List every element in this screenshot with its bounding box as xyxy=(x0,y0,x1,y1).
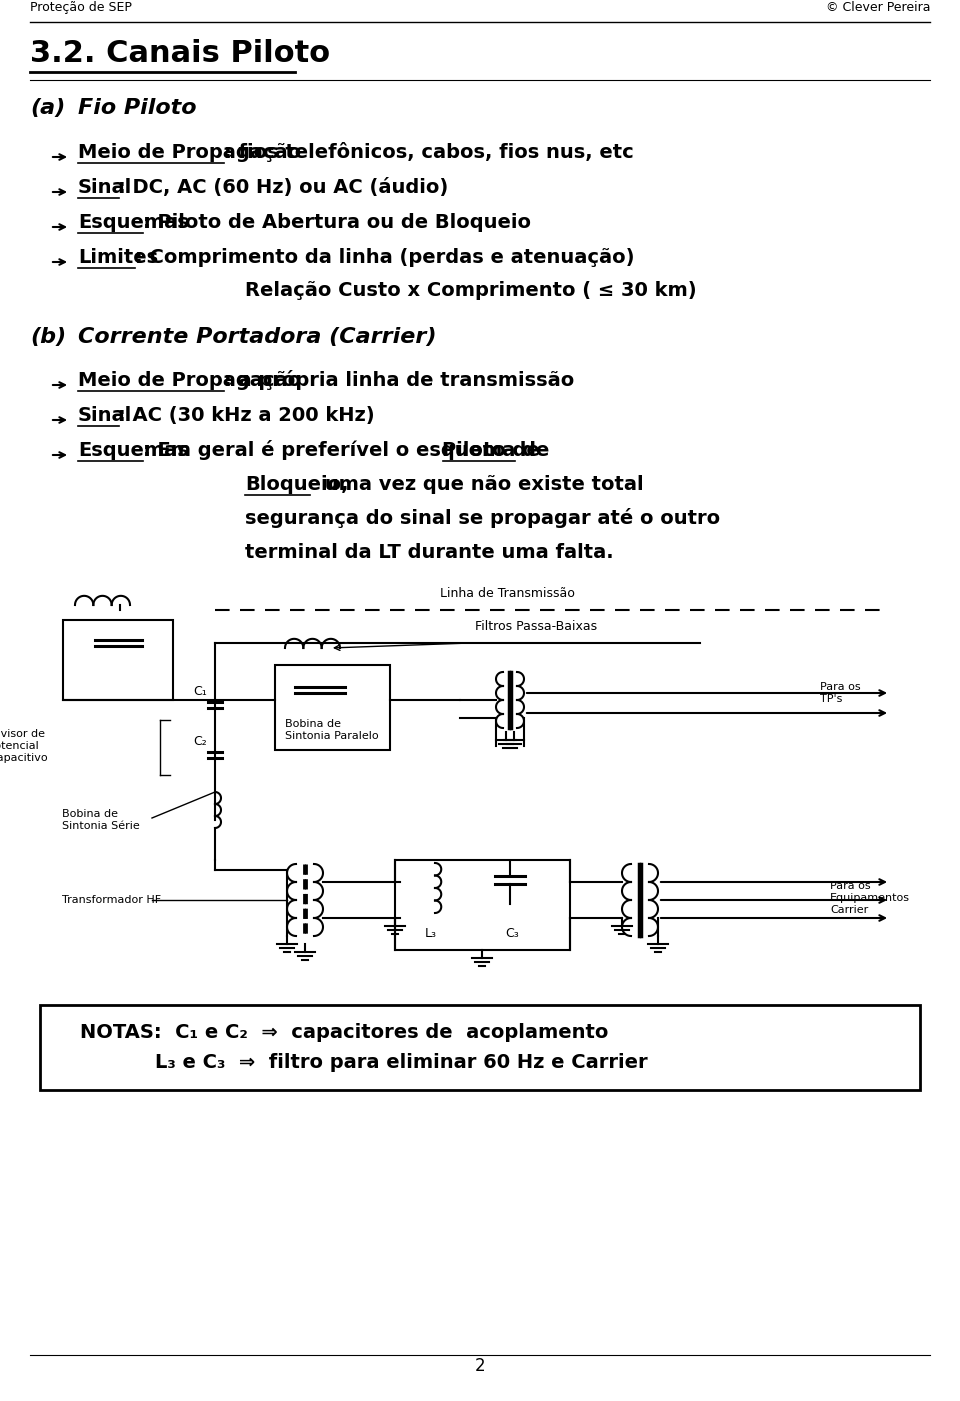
Text: (b): (b) xyxy=(30,326,66,347)
Text: Meio de Propagação: Meio de Propagação xyxy=(78,143,301,163)
Bar xyxy=(275,665,390,750)
Text: terminal da LT durante uma falta.: terminal da LT durante uma falta. xyxy=(245,544,613,562)
Text: L₃: L₃ xyxy=(425,927,437,940)
Text: Transformador HF: Transformador HF xyxy=(62,895,161,905)
Text: L₃ e C₃  ⇒  filtro para eliminar 60 Hz e Carrier: L₃ e C₃ ⇒ filtro para eliminar 60 Hz e C… xyxy=(155,1054,648,1072)
Text: Fio Piloto: Fio Piloto xyxy=(78,98,197,118)
Text: Meio de Propagação: Meio de Propagação xyxy=(78,371,301,389)
Text: uma vez que não existe total: uma vez que não existe total xyxy=(318,475,643,495)
Text: © Clever Pereira: © Clever Pereira xyxy=(826,1,930,14)
Text: Sinal: Sinal xyxy=(78,406,132,425)
Text: NOTAS:  C₁ e C₂  ⇒  capacitores de  acoplamento: NOTAS: C₁ e C₂ ⇒ capacitores de acoplame… xyxy=(80,1023,609,1042)
Text: : AC (30 kHz a 200 kHz): : AC (30 kHz a 200 kHz) xyxy=(118,406,375,425)
Text: Piloto de: Piloto de xyxy=(443,441,540,460)
Text: : fios telefônicos, cabos, fios nus, etc: : fios telefônicos, cabos, fios nus, etc xyxy=(224,143,634,163)
Text: (a): (a) xyxy=(30,98,65,118)
Text: : a própria linha de transmissão: : a própria linha de transmissão xyxy=(224,370,574,389)
Bar xyxy=(395,860,570,950)
Text: : Comprimento da linha (perdas e atenuação): : Comprimento da linha (perdas e atenuaç… xyxy=(134,248,635,268)
Text: 2: 2 xyxy=(474,1358,486,1374)
Text: Relação Custo x Comprimento ( ≤ 30 km): Relação Custo x Comprimento ( ≤ 30 km) xyxy=(245,282,697,300)
Text: Bloqueio,: Bloqueio, xyxy=(245,475,348,495)
Text: C₃: C₃ xyxy=(505,927,518,940)
Text: 3.2. Canais Piloto: 3.2. Canais Piloto xyxy=(30,39,330,69)
Text: Para os
Equipamentos
Carrier: Para os Equipamentos Carrier xyxy=(830,881,910,915)
Text: Esquemas: Esquemas xyxy=(78,213,189,233)
Text: : Piloto de Abertura ou de Bloqueio: : Piloto de Abertura ou de Bloqueio xyxy=(143,213,531,233)
Bar xyxy=(63,621,173,700)
Text: Proteção de SEP: Proteção de SEP xyxy=(30,1,132,14)
Text: : DC, AC (60 Hz) ou AC (áudio): : DC, AC (60 Hz) ou AC (áudio) xyxy=(118,178,448,198)
Text: Esquemas: Esquemas xyxy=(78,441,189,460)
Text: : Em geral é preferível o esquema de: : Em geral é preferível o esquema de xyxy=(143,440,556,460)
Text: C₁: C₁ xyxy=(193,685,206,698)
Text: Corrente Portadora (Carrier): Corrente Portadora (Carrier) xyxy=(78,326,437,347)
Text: Linha de Transmissão: Linha de Transmissão xyxy=(440,587,575,600)
Text: segurança do sinal se propagar até o outro: segurança do sinal se propagar até o out… xyxy=(245,509,720,528)
Text: Bobina de
Sintonia Série: Bobina de Sintonia Série xyxy=(62,810,140,831)
Text: Para os
TP's: Para os TP's xyxy=(820,682,860,703)
Text: Bobina de
Sintonia Paralelo: Bobina de Sintonia Paralelo xyxy=(285,719,378,741)
Text: C₂: C₂ xyxy=(193,736,206,748)
Text: Sinal: Sinal xyxy=(78,178,132,198)
Bar xyxy=(40,1005,920,1090)
Text: Filtros Passa-Baixas: Filtros Passa-Baixas xyxy=(475,621,597,633)
Text: Divisor de
Potencial
Capacitivo: Divisor de Potencial Capacitivo xyxy=(0,730,48,762)
Text: Limites: Limites xyxy=(78,248,158,268)
